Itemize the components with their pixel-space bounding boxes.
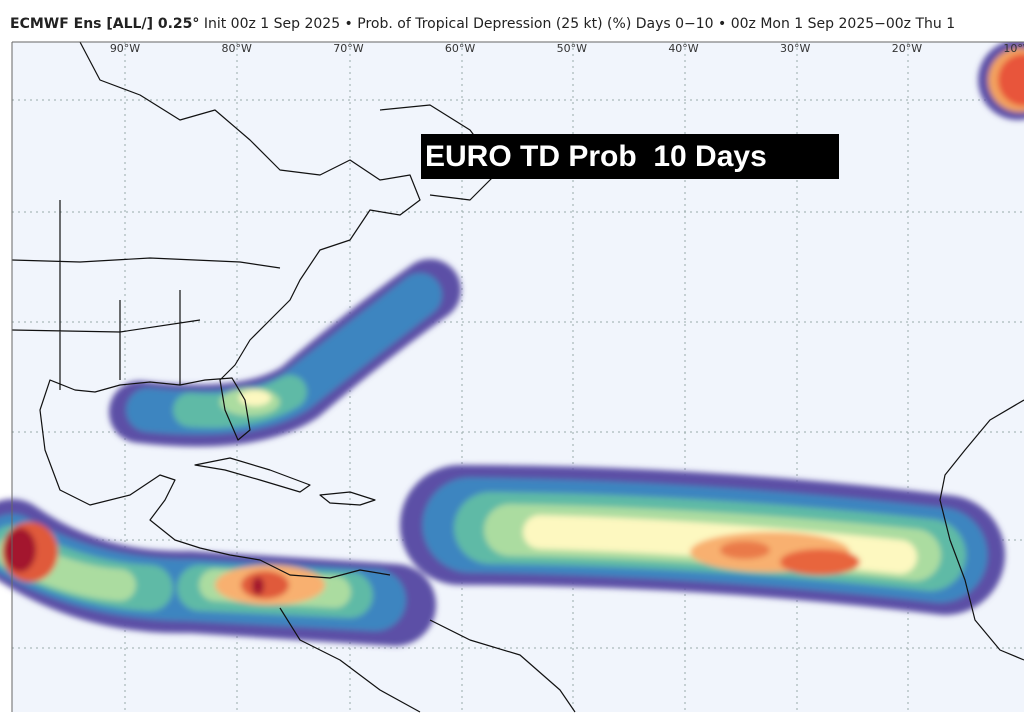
coastline — [39, 41, 421, 579]
coastline — [939, 399, 1024, 661]
shade-red — [241, 571, 289, 599]
shade-darkred — [4, 528, 36, 572]
central-america-band — [0, 499, 436, 646]
coastline — [279, 607, 576, 713]
header-band — [0, 0, 1024, 42]
shade-darkred — [252, 577, 264, 595]
atlantic-band — [400, 465, 1005, 615]
shade-yellow — [239, 390, 271, 406]
model-name: ECMWF Ens [ALL/] 0.25° — [10, 16, 200, 32]
coastline — [194, 457, 311, 493]
longitude-label: 20°W — [892, 42, 922, 55]
northeast-spot — [978, 40, 1024, 120]
gulf-band — [109, 259, 461, 447]
longitude-label: 80°W — [222, 42, 252, 55]
header: ECMWF Ens [ALL/] 0.25° Init 00z 1 Sep 20… — [10, 16, 1024, 32]
shade-red — [780, 549, 860, 575]
overlay-label: EURO TD Prob 10 Days — [421, 134, 839, 179]
border — [11, 200, 281, 390]
longitude-label: 10°W — [1003, 42, 1024, 55]
longitude-label: 90°W — [110, 42, 140, 55]
longitude-label: 40°W — [668, 42, 698, 55]
shade-red — [998, 54, 1024, 106]
probability-shading — [0, 40, 1024, 646]
longitude-label: 50°W — [557, 42, 587, 55]
coastline — [319, 491, 376, 506]
longitude-label: 30°W — [780, 42, 810, 55]
header-details: Init 00z 1 Sep 2025 • Prob. of Tropical … — [203, 16, 956, 32]
longitude-label: 70°W — [333, 42, 363, 55]
longitude-label: 60°W — [445, 42, 475, 55]
shade-red — [720, 541, 770, 559]
longitude-labels: 90°W 80°W 70°W 60°W 50°W 40°W 30°W 20°W 10°W — [110, 42, 1024, 55]
